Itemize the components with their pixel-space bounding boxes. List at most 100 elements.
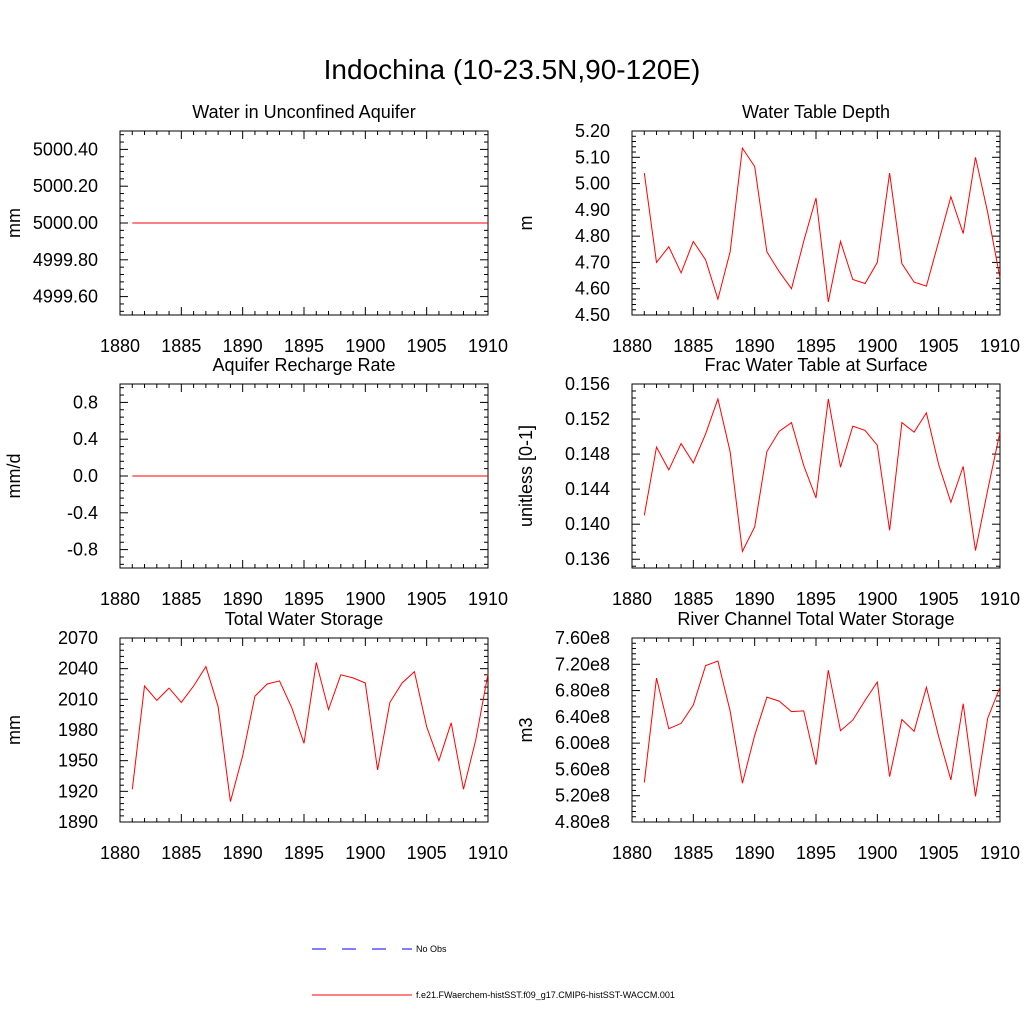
panel-6-ytick-label: 4.80e8 — [555, 812, 610, 832]
panel-4-xtick-label: 1900 — [857, 589, 897, 609]
panel-6-ytick-label: 7.60e8 — [555, 628, 610, 648]
panel-5-xtick-label: 1890 — [223, 843, 263, 863]
panel-2-xtick-label: 1905 — [919, 336, 959, 356]
panel-1-ytick-label: 5000.20 — [33, 176, 98, 196]
panel-1-xtick-label: 1880 — [100, 336, 140, 356]
panel-6-xtick-label: 1905 — [919, 843, 959, 863]
panel-5-xtick-label: 1885 — [161, 843, 201, 863]
panel-3-ytick-label: 0.0 — [73, 466, 98, 486]
panel-3-title: Aquifer Recharge Rate — [212, 355, 395, 375]
panel-6-ytick-label: 5.20e8 — [555, 786, 610, 806]
panel-3-ytick-label: -0.8 — [67, 540, 98, 560]
panel-4-xtick-label: 1885 — [673, 589, 713, 609]
panel-3-xtick-label: 1905 — [407, 589, 447, 609]
panel-5-ytick-label: 2040 — [58, 659, 98, 679]
panel-5-frame — [119, 637, 489, 823]
panel-6-frame — [631, 637, 1001, 823]
panel-5-series-line — [131, 662, 489, 802]
panel-2-ytick-label: 4.50 — [575, 305, 610, 325]
panel-1-ytick-label: 4999.80 — [33, 250, 98, 270]
panel-5-ytick-label: 1980 — [58, 720, 98, 740]
page-title: Indochina (10-23.5N,90-120E) — [323, 54, 701, 85]
panel-3-xtick-label: 1880 — [100, 589, 140, 609]
panel-4-xtick-label: 1910 — [980, 589, 1020, 609]
panel-3-ylabel: mm/d — [4, 454, 24, 499]
panel-4-ytick-label: 0.156 — [565, 374, 610, 394]
panel-6-ytick-label: 5.60e8 — [555, 759, 610, 779]
panel-6-ytick-label: 7.20e8 — [555, 654, 610, 674]
panel-3-ytick-label: -0.4 — [67, 503, 98, 523]
panel-4-series-line — [643, 397, 1001, 554]
panel-1-ytick-label: 5000.40 — [33, 139, 98, 159]
panel-6-xtick-label: 1890 — [735, 843, 775, 863]
panel-2-xtick-label: 1885 — [673, 336, 713, 356]
panel-2-ytick-label: 4.60 — [575, 279, 610, 299]
panel-5-ytick-label: 1950 — [58, 751, 98, 771]
panel-6-ylabel: m3 — [516, 717, 536, 742]
panel-5-xtick-label: 1910 — [468, 843, 508, 863]
legend-obs-label: No Obs — [416, 944, 447, 954]
panel-6-xtick-label: 1910 — [980, 843, 1020, 863]
panel-2-xtick-label: 1890 — [735, 336, 775, 356]
panel-3-xtick-label: 1900 — [345, 589, 385, 609]
panel-2-xtick-label: 1880 — [612, 336, 652, 356]
panel-2-ytick-label: 5.20 — [575, 121, 610, 141]
panel-2-series-line — [643, 146, 1001, 302]
panel-6-ytick-label: 6.00e8 — [555, 733, 610, 753]
panel-1-ylabel: mm — [4, 208, 24, 238]
panel-4-ylabel: unitless [0-1] — [516, 425, 536, 527]
panel-2-title: Water Table Depth — [742, 102, 890, 122]
panel-2-xtick-label: 1895 — [796, 336, 836, 356]
panel-2-ytick-label: 5.00 — [575, 174, 610, 194]
panel-5-ytick-label: 2010 — [58, 689, 98, 709]
panel-1-xtick-label: 1895 — [284, 336, 324, 356]
panel-2-ytick-label: 4.70 — [575, 252, 610, 272]
panel-1-xtick-label: 1900 — [345, 336, 385, 356]
panel-3-xtick-label: 1890 — [223, 589, 263, 609]
panel-4-ytick-label: 0.140 — [565, 514, 610, 534]
panel-2-xtick-label: 1910 — [980, 336, 1020, 356]
panel-3-ytick-label: 0.8 — [73, 392, 98, 412]
panel-2-ytick-label: 5.10 — [575, 147, 610, 167]
panel-2-xtick-label: 1900 — [857, 336, 897, 356]
panel-4-xtick-label: 1890 — [735, 589, 775, 609]
panel-6-xtick-label: 1885 — [673, 843, 713, 863]
panel-6-xtick-label: 1880 — [612, 843, 652, 863]
panel-1-ytick-label: 5000.00 — [33, 213, 98, 233]
panel-5-xtick-label: 1895 — [284, 843, 324, 863]
panel-4-title: Frac Water Table at Surface — [704, 355, 927, 375]
panel-1-xtick-label: 1910 — [468, 336, 508, 356]
panel-6-ytick-label: 6.80e8 — [555, 681, 610, 701]
panel-3-xtick-label: 1885 — [161, 589, 201, 609]
legend-model-label: f.e21.FWaerchem-histSST.f09_g17.CMIP6-hi… — [416, 990, 675, 1000]
panel-2-ytick-label: 4.80 — [575, 226, 610, 246]
panel-5-ytick-label: 1890 — [58, 812, 98, 832]
panel-4-xtick-label: 1880 — [612, 589, 652, 609]
panel-6-title: River Channel Total Water Storage — [677, 609, 954, 629]
panel-3-xtick-label: 1895 — [284, 589, 324, 609]
panel-1-xtick-label: 1890 — [223, 336, 263, 356]
panel-4-ytick-label: 0.148 — [565, 444, 610, 464]
panel-1-xtick-label: 1885 — [161, 336, 201, 356]
panel-4-ytick-label: 0.144 — [565, 479, 610, 499]
panel-6-series-line — [643, 660, 1001, 797]
panel-6-xtick-label: 1895 — [796, 843, 836, 863]
panel-4-ytick-label: 0.136 — [565, 549, 610, 569]
panel-6-xtick-label: 1900 — [857, 843, 897, 863]
panel-5-xtick-label: 1900 — [345, 843, 385, 863]
panel-4-ytick-label: 0.152 — [565, 409, 610, 429]
panel-5-ytick-label: 1920 — [58, 781, 98, 801]
panel-4-xtick-label: 1905 — [919, 589, 959, 609]
panel-2-ytick-label: 4.90 — [575, 200, 610, 220]
panel-4-xtick-label: 1895 — [796, 589, 836, 609]
panel-1-title: Water in Unconfined Aquifer — [192, 102, 415, 122]
panel-3-xtick-label: 1910 — [468, 589, 508, 609]
panel-2-frame — [631, 130, 1001, 316]
panel-5-xtick-label: 1905 — [407, 843, 447, 863]
panel-2-ylabel: m — [516, 216, 536, 231]
panel-1-xtick-label: 1905 — [407, 336, 447, 356]
panel-5-ylabel: mm — [4, 715, 24, 745]
panel-1-ytick-label: 4999.60 — [33, 287, 98, 307]
panel-5-ytick-label: 2070 — [58, 628, 98, 648]
